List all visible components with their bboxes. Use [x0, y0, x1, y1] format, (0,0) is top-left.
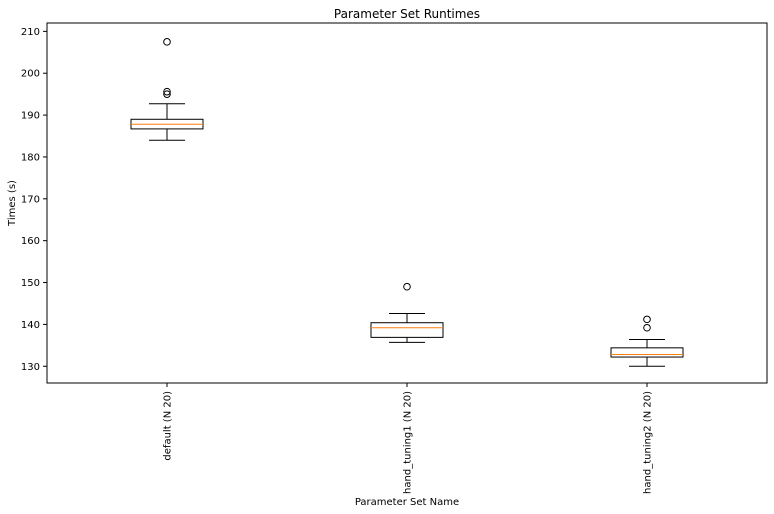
- y-tick-label: 200: [21, 69, 40, 80]
- y-tick-label: 180: [21, 152, 40, 163]
- box-3: [610, 315, 684, 367]
- chart-title: Parameter Set Runtimes: [334, 7, 480, 21]
- y-tick-label: 130: [21, 362, 40, 373]
- iqr-box: [370, 322, 444, 338]
- y-axis-title: Times (s): [7, 180, 18, 227]
- outlier-point: [643, 315, 651, 324]
- box-2: [370, 282, 444, 343]
- outlier-point: [643, 323, 651, 332]
- box-series: [130, 38, 684, 367]
- iqr-box: [610, 347, 684, 358]
- y-tick-label: 170: [21, 194, 40, 205]
- outlier-point: [163, 87, 171, 96]
- y-tick-label: 150: [21, 278, 40, 289]
- box-1: [130, 38, 204, 141]
- x-tick-label: default (N 20): [163, 391, 174, 461]
- outlier-point: [163, 38, 171, 46]
- y-tick-label: 140: [21, 320, 40, 331]
- y-tick-label: 190: [21, 111, 40, 122]
- y-tick-label: 210: [21, 27, 40, 38]
- x-tick-label: hand_tuning2 (N 20): [643, 391, 654, 494]
- x-tick-label: hand_tuning1 (N 20): [403, 391, 414, 494]
- outlier-point: [403, 282, 411, 291]
- outlier-point: [163, 90, 171, 98]
- plot-area: [46, 22, 768, 384]
- x-axis: default (N 20) hand_tuning1 (N 20) hand_tu…: [163, 383, 654, 494]
- y-tick-label: 160: [21, 236, 40, 247]
- y-axis: 130 140 150 160 170 180 190 200 210: [21, 27, 47, 373]
- x-axis-title: Parameter Set Name: [355, 497, 459, 508]
